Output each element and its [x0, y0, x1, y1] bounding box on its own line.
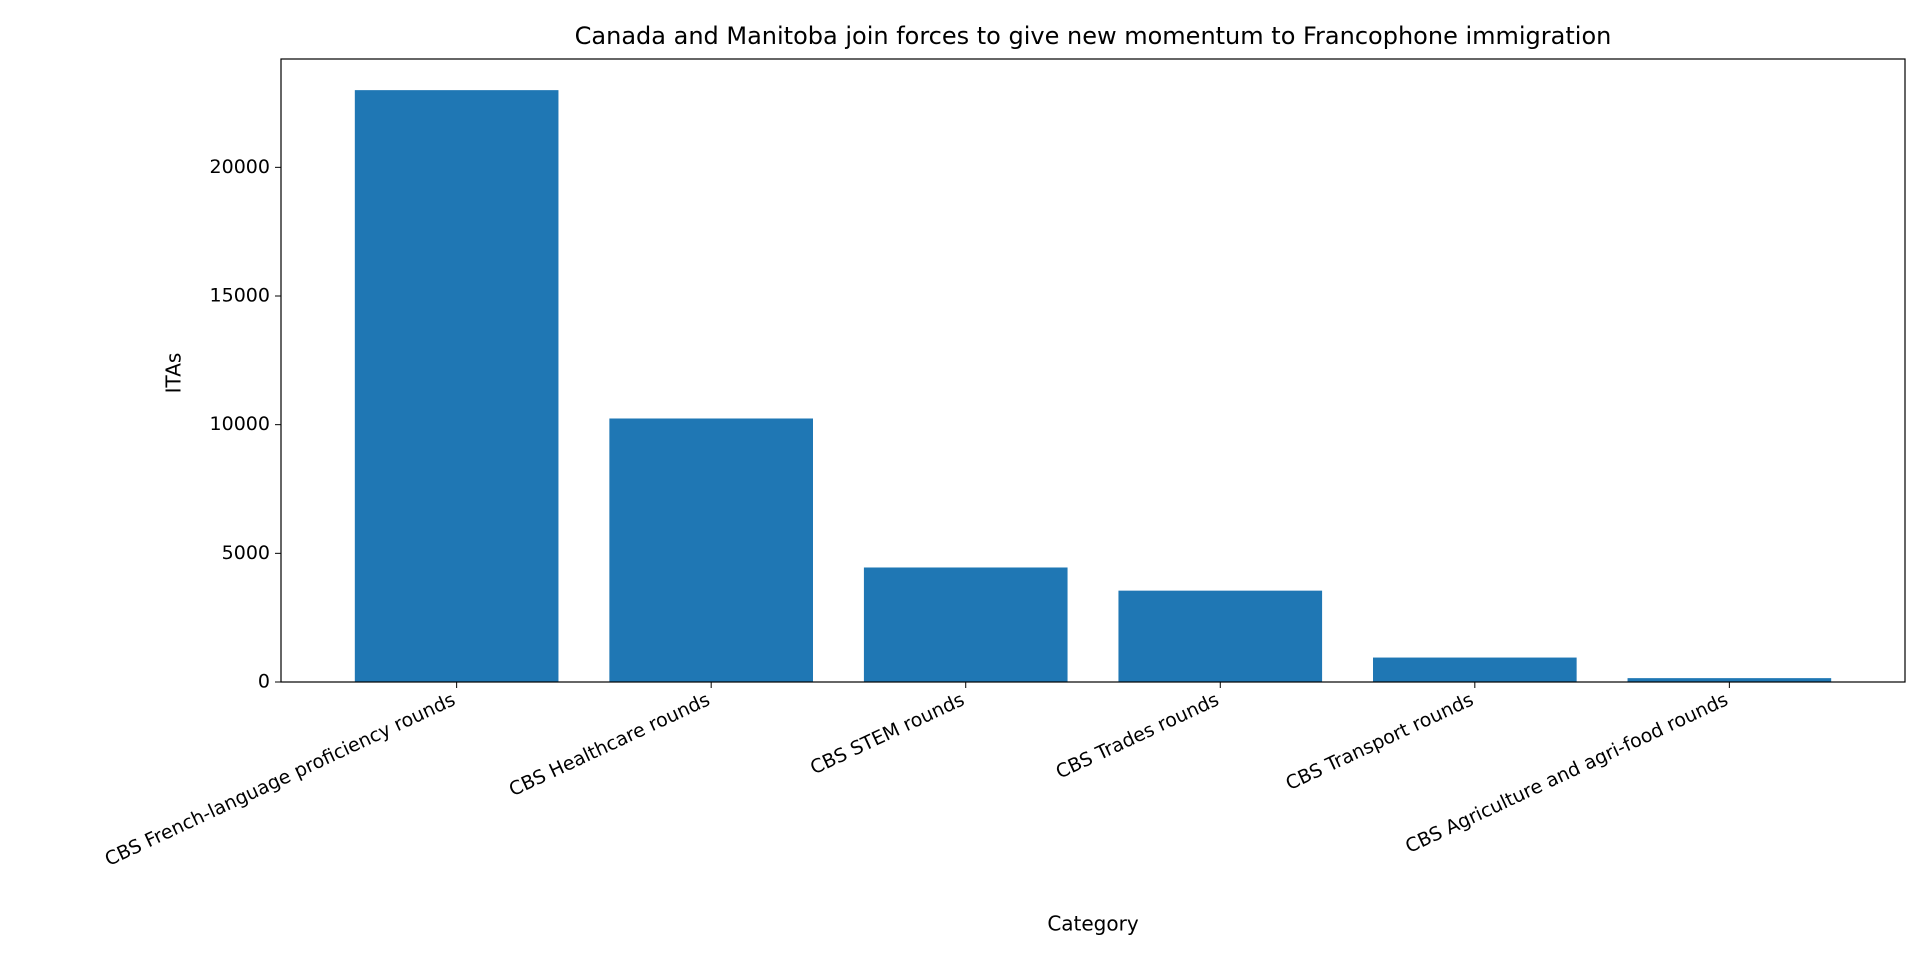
y-tick-label: 5000 — [222, 542, 270, 564]
bar — [1118, 590, 1323, 682]
y-tick-label: 20000 — [210, 156, 270, 178]
bar — [609, 418, 813, 682]
x-tick-label: CBS Healthcare rounds — [506, 689, 714, 801]
plot-frame — [280, 58, 1906, 683]
x-tick-label: CBS Trades rounds — [1053, 689, 1223, 784]
x-tick-label: CBS French-language proficiency rounds — [102, 689, 459, 871]
x-tick-label: CBS STEM rounds — [807, 689, 968, 780]
x-tick-label: CBS Transport rounds — [1282, 689, 1476, 795]
y-tick-label: 0 — [258, 671, 270, 693]
bar — [1627, 678, 1832, 682]
chart-title: Canada and Manitoba join forces to give … — [575, 22, 1612, 50]
y-tick-label: 15000 — [210, 285, 270, 307]
bar — [1373, 657, 1577, 682]
y-tick-label: 10000 — [210, 413, 270, 435]
bar — [863, 567, 1068, 682]
bar — [354, 90, 559, 682]
x-axis-label: Category — [1047, 912, 1139, 936]
y-axis-label: ITAs — [162, 353, 186, 394]
